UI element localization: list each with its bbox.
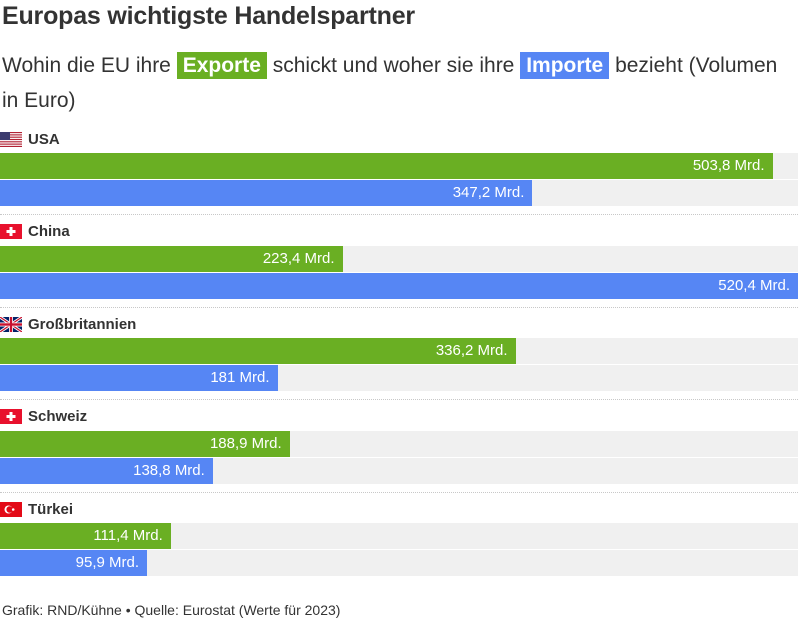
turkey-flag-icon xyxy=(0,501,22,517)
bar-track: 347,2 Mrd. xyxy=(0,180,798,206)
country-group-großbritannien: Großbritannien 336,2 Mrd. 181 Mrd. xyxy=(0,313,800,400)
export-bar-china: 223,4 Mrd. xyxy=(0,245,343,272)
bar-value-label: 503,8 Mrd. xyxy=(692,157,765,174)
country-name: Großbritannien xyxy=(28,315,137,333)
source-footer: Grafik: RND/Kühne • Quelle: Eurostat (We… xyxy=(2,602,341,618)
group-divider xyxy=(0,306,798,308)
import-bar-schweiz: 138,8 Mrd. xyxy=(0,457,213,484)
export-bar-großbritannien: 336,2 Mrd. xyxy=(0,338,516,364)
bar-track: 111,4 Mrd. xyxy=(0,523,798,549)
bar-track: 336,2 Mrd. xyxy=(0,338,798,364)
exports-legend-chip: Exporte xyxy=(176,52,267,79)
subtitle-text-1: Wohin die EU ihre xyxy=(2,54,171,77)
country-name: China xyxy=(28,223,70,240)
country-name: Schweiz xyxy=(28,408,88,425)
group-divider xyxy=(0,399,798,400)
subtitle-text-3: bezieht (Volumen in Euro) xyxy=(2,54,778,112)
country-label-row: Schweiz xyxy=(0,406,87,428)
chart-title: Europas wichtigste Handelspartner xyxy=(2,2,415,30)
country-name: Türkei xyxy=(28,500,74,518)
country-group-usa: USA 503,8 Mrd. 347,2 Mrd. xyxy=(0,128,800,215)
bar-track: 223,4 Mrd. xyxy=(0,245,798,272)
country-group-türkei: Türkei 111,4 Mrd. 95,9 Mrd. xyxy=(0,498,800,584)
chart-subtitle: Wohin die EU ihre Exporte schickt und wo… xyxy=(2,48,792,118)
country-group-china: China 223,4 Mrd. 520,4 Mrd. xyxy=(0,221,800,308)
export-bar-usa: 503,8 Mrd. xyxy=(0,153,773,179)
uk-flag-icon xyxy=(0,316,22,332)
bar-value-label: 347,2 Mrd. xyxy=(452,184,525,201)
bar-track: 181 Mrd. xyxy=(0,365,798,391)
swiss-flag-icon xyxy=(0,409,22,424)
country-label-row: Türkei xyxy=(0,498,73,520)
import-bar-china: 520,4 Mrd. xyxy=(0,272,798,299)
import-bar-usa: 347,2 Mrd. xyxy=(0,180,533,206)
bar-value-label: 336,2 Mrd. xyxy=(435,342,508,359)
bar-track: 503,8 Mrd. xyxy=(0,153,798,179)
bar-value-label: 181 Mrd. xyxy=(210,369,270,386)
bar-value-label: 111,4 Mrd. xyxy=(93,527,163,544)
us-flag-icon xyxy=(0,131,22,147)
bar-track: 188,9 Mrd. xyxy=(0,430,798,457)
subtitle-text-2: schickt und woher sie ihre xyxy=(272,54,515,77)
bar-value-label: 95,9 Mrd. xyxy=(75,554,140,571)
country-label-row: China xyxy=(0,221,70,243)
bar-value-label: 188,9 Mrd. xyxy=(209,434,282,452)
bar-track: 138,8 Mrd. xyxy=(0,457,798,484)
country-label-row: USA xyxy=(0,128,60,150)
import-bar-türkei: 95,9 Mrd. xyxy=(0,550,148,576)
export-bar-schweiz: 188,9 Mrd. xyxy=(0,430,290,457)
export-bar-türkei: 111,4 Mrd. xyxy=(0,523,171,549)
group-divider xyxy=(0,491,798,493)
country-name: USA xyxy=(28,130,60,148)
country-group-schweiz: Schweiz 188,9 Mrd. 138,8 Mrd. xyxy=(0,406,800,493)
bar-value-label: 138,8 Mrd. xyxy=(133,461,205,479)
bar-track: 95,9 Mrd. xyxy=(0,550,798,576)
bar-track: 520,4 Mrd. xyxy=(0,272,798,299)
group-divider xyxy=(0,214,798,215)
swiss-flag-icon xyxy=(0,224,22,239)
import-bar-großbritannien: 181 Mrd. xyxy=(0,365,278,391)
bar-value-label: 520,4 Mrd. xyxy=(718,276,790,294)
bar-value-label: 223,4 Mrd. xyxy=(262,249,335,267)
imports-legend-chip: Importe xyxy=(520,52,610,79)
country-label-row: Großbritannien xyxy=(0,313,136,335)
